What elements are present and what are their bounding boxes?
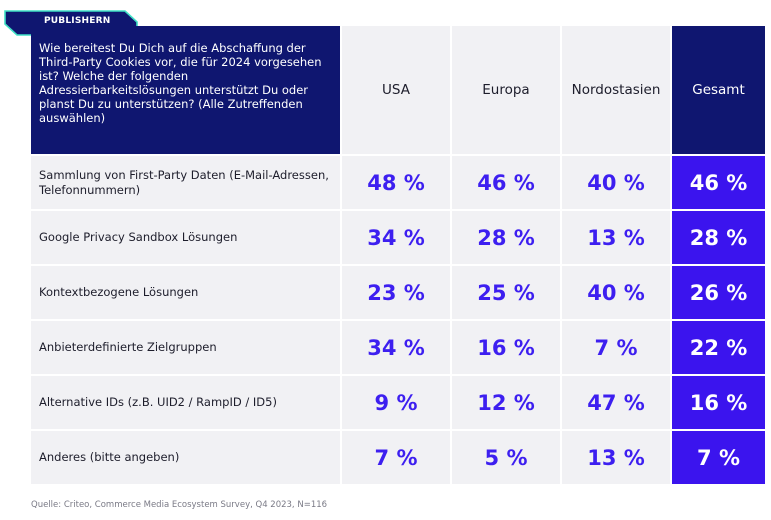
total-value-cell: 26 % xyxy=(670,264,765,319)
value-cell: 7 % xyxy=(560,319,670,374)
column-header-gesamt: Gesamt xyxy=(670,26,765,154)
value-cell: 16 % xyxy=(450,319,560,374)
value-cell: 23 % xyxy=(340,264,450,319)
value-cell: 13 % xyxy=(560,429,670,484)
value-cell: 5 % xyxy=(450,429,560,484)
value-cell: 28 % xyxy=(450,209,560,264)
column-header-europa: Europa xyxy=(450,26,560,154)
table-row: Anbieterdefinierte Zielgruppen 34 % 16 %… xyxy=(31,319,765,374)
total-value-cell: 16 % xyxy=(670,374,765,429)
value-cell: 34 % xyxy=(340,209,450,264)
badge-label: PUBLISHERN xyxy=(44,16,111,26)
value-cell: 40 % xyxy=(560,264,670,319)
table-row: Kontextbezogene Lösungen 23 % 25 % 40 % … xyxy=(31,264,765,319)
source-note: Quelle: Criteo, Commerce Media Ecosystem… xyxy=(31,500,328,510)
value-cell: 13 % xyxy=(560,209,670,264)
value-cell: 9 % xyxy=(340,374,450,429)
header-row: Wie bereitest Du Dich auf die Abschaffun… xyxy=(31,26,765,154)
value-cell: 12 % xyxy=(450,374,560,429)
table-row: Google Privacy Sandbox Lösungen 34 % 28 … xyxy=(31,209,765,264)
value-cell: 40 % xyxy=(560,154,670,209)
column-header-usa: USA xyxy=(340,26,450,154)
value-cell: 46 % xyxy=(450,154,560,209)
row-label: Alternative IDs (z.B. UID2 / RampID / ID… xyxy=(31,374,340,429)
value-cell: 34 % xyxy=(340,319,450,374)
total-value-cell: 7 % xyxy=(670,429,765,484)
total-value-cell: 22 % xyxy=(670,319,765,374)
value-cell: 48 % xyxy=(340,154,450,209)
row-label: Sammlung von First-Party Daten (E-Mail-A… xyxy=(31,154,340,209)
results-table: Wie bereitest Du Dich auf die Abschaffun… xyxy=(31,26,765,484)
column-header-nordostasien: Nordostasien xyxy=(560,26,670,154)
row-label: Anderes (bitte angeben) xyxy=(31,429,340,484)
value-cell: 47 % xyxy=(560,374,670,429)
row-label: Anbieterdefinierte Zielgruppen xyxy=(31,319,340,374)
total-value-cell: 46 % xyxy=(670,154,765,209)
total-value-cell: 28 % xyxy=(670,209,765,264)
table-row: Sammlung von First-Party Daten (E-Mail-A… xyxy=(31,154,765,209)
table-row: Alternative IDs (z.B. UID2 / RampID / ID… xyxy=(31,374,765,429)
value-cell: 7 % xyxy=(340,429,450,484)
row-label: Kontextbezogene Lösungen xyxy=(31,264,340,319)
survey-question: Wie bereitest Du Dich auf die Abschaffun… xyxy=(31,26,340,154)
table-row: Anderes (bitte angeben) 7 % 5 % 13 % 7 % xyxy=(31,429,765,484)
row-label: Google Privacy Sandbox Lösungen xyxy=(31,209,340,264)
value-cell: 25 % xyxy=(450,264,560,319)
